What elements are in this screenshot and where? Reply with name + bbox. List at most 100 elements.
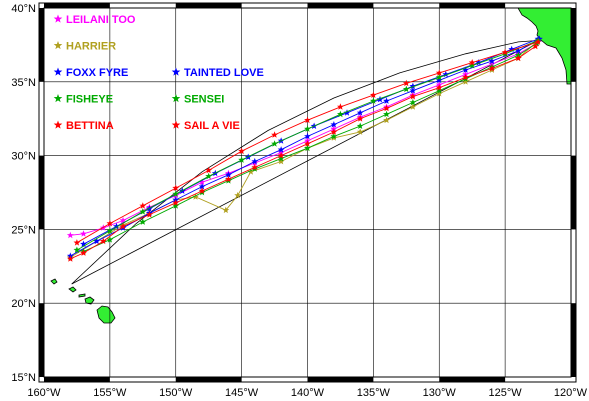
track-point: [304, 125, 311, 132]
track-point: [93, 237, 101, 245]
frame-segment: [44, 377, 110, 382]
track-point: [205, 172, 213, 180]
legend-star-icon: [53, 14, 63, 23]
lon-tick-label: 145°W: [225, 387, 259, 399]
great-circle-route: [71, 40, 539, 285]
frame-segment: [307, 377, 374, 382]
track-point: [402, 85, 410, 93]
track-point: [435, 69, 443, 76]
legend-label: FISHEYE: [66, 94, 113, 106]
frame-segment: [439, 3, 506, 8]
track-point: [532, 42, 539, 50]
track-point: [508, 45, 516, 53]
island-oahu: [68, 286, 77, 293]
boat-tracks: [66, 35, 543, 262]
track-point: [462, 78, 469, 85]
frame-segment: [44, 3, 110, 8]
map-frame: [38, 2, 577, 383]
lon-tick-label: 160°W: [27, 387, 61, 399]
frame-segment: [39, 155, 44, 230]
track-point: [113, 222, 120, 230]
track-point: [356, 109, 364, 116]
track-point: [383, 104, 390, 112]
track-point: [271, 131, 278, 138]
legend-label: BETTINA: [66, 120, 114, 132]
track-point: [409, 82, 417, 90]
legend-entry-bettina: BETTINA: [53, 120, 114, 132]
track-bettina: [66, 42, 539, 262]
track-point: [66, 255, 74, 262]
track-point: [356, 128, 364, 135]
track-point: [435, 87, 443, 94]
track-point: [172, 184, 180, 191]
frame-segment: [439, 377, 506, 382]
track-point: [383, 116, 390, 124]
track-point: [435, 90, 443, 97]
track-point: [205, 166, 213, 174]
track-point: [337, 103, 344, 110]
legend-star-icon: [53, 67, 63, 76]
track-point: [225, 171, 232, 178]
lat-tick-label: 15°N: [11, 372, 36, 384]
track-point: [172, 190, 180, 197]
track-point: [475, 59, 483, 66]
track-point: [409, 98, 417, 106]
track-point: [251, 157, 259, 165]
legend-label: SENSEI: [184, 94, 224, 106]
track-point: [409, 103, 417, 110]
lon-tick-label: 125°W: [489, 387, 523, 399]
legend-label: LEILANI TOO: [66, 14, 136, 26]
legend-entry-foxx-fyre: FOXX FYRE: [53, 67, 128, 79]
legend-entry-fisheye: FISHEYE: [53, 94, 113, 106]
legend-star-icon: [171, 120, 181, 129]
island-kauai: [50, 278, 58, 285]
track-point: [234, 191, 242, 199]
track-point: [139, 202, 147, 209]
track-point: [370, 97, 377, 104]
track-point: [356, 115, 364, 122]
track-point: [501, 48, 509, 56]
legend-label: SAIL A VIE: [184, 120, 240, 132]
legend-entry-sensei: SENSEI: [171, 94, 224, 106]
track-point: [106, 236, 114, 243]
lat-tick-label: 40°N: [11, 3, 36, 15]
track-point: [172, 199, 180, 206]
frame-segment: [175, 3, 242, 8]
track-point: [73, 239, 81, 246]
lat-tick-label: 30°N: [11, 151, 36, 163]
track-point: [337, 110, 344, 118]
track-point: [139, 218, 147, 225]
track-point: [370, 91, 377, 98]
legend-label: FOXX FYRE: [66, 67, 128, 79]
track-point: [343, 109, 351, 116]
track-point: [192, 193, 199, 200]
track-point: [514, 54, 522, 62]
legend-star-icon: [171, 94, 181, 103]
frame-segment: [571, 8, 576, 82]
legend-label: TAINTED LOVE: [184, 67, 264, 79]
track-point: [139, 208, 147, 215]
island-molokai: [78, 293, 86, 298]
track-point: [277, 152, 285, 159]
track-point: [198, 178, 206, 186]
track-point: [238, 147, 245, 155]
axis-tick-labels: 160°W 155°W 150°W 145°W 140°W 135°W 130°W 125°W…: [11, 3, 587, 399]
track-point: [238, 156, 245, 163]
track-point: [277, 146, 285, 153]
legend-star-icon: [53, 41, 63, 50]
track-point: [80, 230, 87, 237]
track-point: [225, 175, 232, 183]
track-point: [330, 132, 338, 140]
track-point: [277, 155, 285, 162]
track-point: [222, 206, 230, 214]
lon-tick-label: 155°W: [93, 387, 127, 399]
legend-entry-sail-a-vie: SAIL A VIE: [171, 120, 240, 132]
lon-tick-label: 130°W: [423, 387, 457, 399]
land-layer: [50, 8, 571, 324]
track-point: [304, 140, 311, 147]
track-point: [435, 73, 443, 81]
lon-tick-label: 150°W: [159, 387, 193, 399]
legend-star-icon: [53, 120, 63, 129]
track-point: [402, 79, 410, 87]
